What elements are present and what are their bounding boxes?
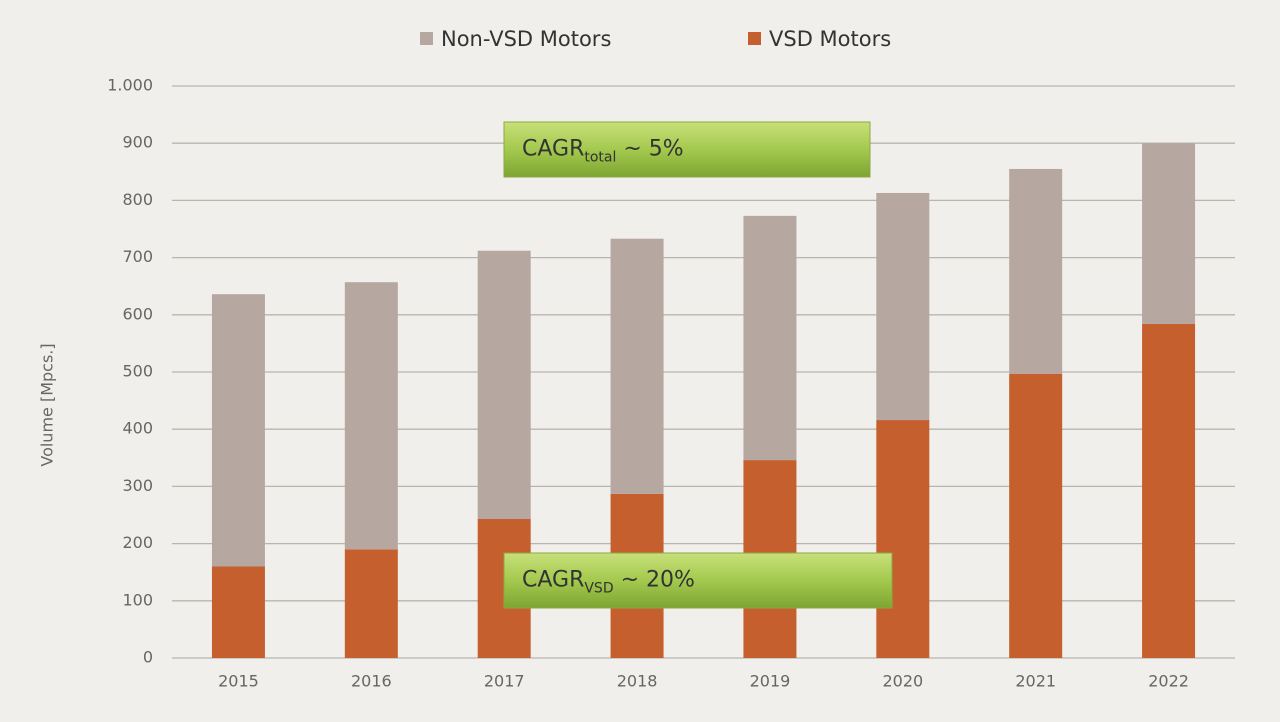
bar-segment [610, 238, 664, 494]
bar-segment [1142, 323, 1196, 658]
y-tick-label: 400 [122, 419, 153, 438]
x-tick-label: 2015 [218, 672, 259, 691]
x-tick-label: 2020 [882, 672, 923, 691]
bar-segment [876, 192, 930, 421]
bar-segment [477, 250, 531, 520]
legend-swatch [748, 32, 761, 45]
bar-segment [211, 294, 265, 567]
bar-segment [1142, 143, 1196, 324]
y-tick-label: 700 [122, 247, 153, 266]
annotation-text: CAGR [522, 137, 584, 162]
y-tick-label: 800 [122, 190, 153, 209]
annotation-suffix: ~ 20% [614, 568, 695, 593]
y-tick-label: 600 [122, 304, 153, 323]
annotation: CAGRtotal ~ 5% [522, 137, 684, 166]
x-tick-label: 2019 [750, 672, 791, 691]
y-tick-label: 200 [122, 533, 153, 552]
y-tick-label: 300 [122, 476, 153, 495]
annotation-subscript: VSD [584, 581, 613, 597]
legend-label: VSD Motors [769, 27, 891, 51]
bar-segment [1009, 168, 1063, 374]
x-tick-label: 2016 [351, 672, 392, 691]
x-tick-label: 2017 [484, 672, 525, 691]
bar-segment [344, 282, 398, 550]
legend-swatch [420, 32, 433, 45]
x-tick-label: 2022 [1148, 672, 1189, 691]
y-tick-label: 900 [122, 133, 153, 152]
annotation-subscript: total [584, 150, 616, 166]
annotation: CAGRVSD ~ 20% [522, 568, 695, 597]
y-tick-label: 100 [122, 590, 153, 609]
annotation-text: CAGR [522, 568, 584, 593]
bar-segment [743, 215, 797, 461]
y-tick-label: 1.000 [107, 76, 153, 95]
bar-segment [876, 420, 930, 658]
legend-label: Non-VSD Motors [441, 27, 611, 51]
bar-segment [344, 549, 398, 658]
annotation-box [503, 552, 893, 609]
y-tick-label: 0 [143, 648, 153, 667]
y-tick-label: 500 [122, 362, 153, 381]
x-tick-label: 2021 [1015, 672, 1056, 691]
bar-segment [211, 566, 265, 658]
x-tick-label: 2018 [617, 672, 658, 691]
annotation-suffix: ~ 5% [616, 137, 683, 162]
annotation-box [503, 121, 871, 178]
y-axis-label: Volume [Mpcs.] [38, 343, 57, 466]
bar-segment [1009, 373, 1063, 658]
